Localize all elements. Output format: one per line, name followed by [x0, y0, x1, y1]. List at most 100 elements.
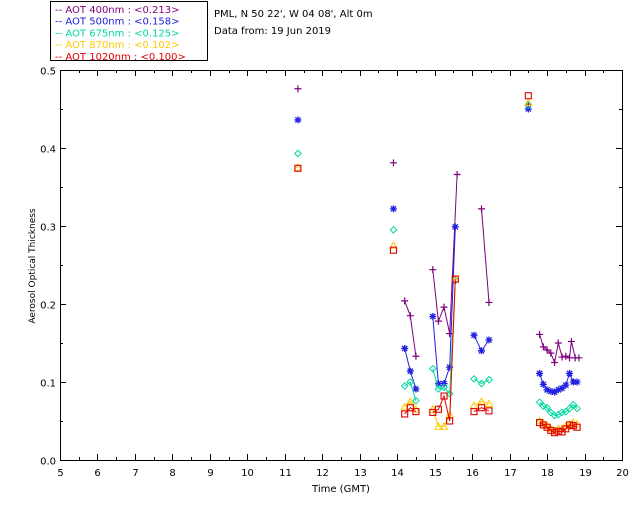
data-point [406, 378, 415, 386]
y-tick-label: 0.5 [40, 67, 56, 78]
data-point [401, 297, 409, 305]
data-point [440, 383, 448, 392]
legend: -- AOT 400nm : <0.213>-- AOT 500nm : <0.… [50, 1, 208, 63]
data-point [406, 312, 414, 320]
data-point [412, 408, 420, 416]
data-point [477, 404, 486, 412]
data-point [562, 381, 570, 389]
data-point [294, 164, 302, 172]
data-point [470, 331, 478, 339]
data-point [389, 205, 397, 213]
data-point [440, 303, 448, 311]
data-point [554, 339, 562, 347]
data-point [440, 392, 448, 400]
data-point [539, 343, 547, 351]
y-tick-label: 0.4 [40, 145, 56, 156]
data-point [389, 240, 398, 249]
data-point [451, 275, 459, 283]
data-point [400, 381, 409, 390]
data-point [389, 246, 398, 254]
series [294, 105, 581, 396]
data-point [429, 266, 437, 274]
x-tick-label: 13 [354, 468, 367, 479]
x-axis-label: Time (GMT) [311, 484, 370, 495]
data-point [536, 369, 544, 377]
data-point [294, 85, 302, 93]
data-point [575, 354, 583, 362]
data-point [401, 344, 409, 352]
data-point [551, 388, 559, 396]
data-point [550, 411, 559, 420]
data-point [470, 408, 478, 416]
data-point [434, 421, 443, 430]
series-line [404, 407, 417, 415]
data-point [543, 346, 551, 354]
plot-frame [60, 70, 623, 461]
data-point [485, 407, 493, 415]
legend-entry: -- AOT 870nm : <0.102> [55, 40, 180, 51]
x-tick-label: 12 [316, 468, 329, 479]
data-point [389, 159, 397, 167]
y-tick-label: 0.0 [40, 457, 56, 468]
data-point [558, 408, 566, 417]
data-point [478, 205, 485, 213]
legend-entry: -- AOT 500nm : <0.158> [55, 17, 180, 28]
data-point [477, 379, 486, 388]
x-tick-label: 15 [429, 468, 442, 479]
x-tick-label: 7 [132, 468, 138, 479]
data-point [434, 405, 442, 413]
data-point [573, 404, 581, 413]
series [294, 85, 583, 366]
data-point [551, 429, 559, 437]
data-point [485, 336, 493, 344]
data-point [566, 369, 574, 377]
date-info: Data from: 19 Jun 2019 [214, 26, 331, 37]
data-point [539, 380, 547, 388]
data-point [535, 416, 544, 425]
data-point [429, 312, 437, 320]
legend-entry: -- AOT 1020nm : <0.100> [55, 52, 186, 63]
data-point [562, 352, 570, 360]
data-point [543, 386, 551, 394]
data-point [389, 225, 398, 234]
data-point [573, 378, 581, 386]
data-point [539, 402, 548, 411]
series-line [404, 400, 417, 410]
data-point [439, 421, 449, 430]
legend-entry: -- AOT 675nm : <0.125> [55, 28, 180, 39]
data-point [428, 364, 437, 373]
x-tick-label: 19 [579, 468, 592, 479]
data-point [554, 386, 562, 394]
x-tick-label: 9 [207, 468, 213, 479]
data-point [565, 419, 574, 428]
data-point [569, 422, 577, 430]
data-point [451, 223, 459, 231]
data-point [401, 410, 409, 418]
data-point [524, 92, 532, 100]
series-line [473, 400, 490, 406]
data-point [478, 347, 485, 355]
data-point [485, 298, 493, 306]
data-point [485, 375, 493, 384]
data-point [412, 385, 420, 393]
data-point [547, 387, 555, 395]
station-info: PML, N 50 22', W 04 08', Alt 0m [214, 9, 373, 20]
x-tick-label: 14 [391, 468, 404, 479]
data-point [565, 404, 574, 413]
data-point [523, 98, 533, 107]
series-line [432, 278, 456, 422]
data-point [562, 425, 570, 433]
x-tick-label: 10 [241, 468, 254, 479]
data-point [535, 398, 544, 407]
series [294, 92, 581, 437]
data-point [446, 417, 454, 425]
data-point [551, 359, 559, 366]
data-point [569, 378, 577, 386]
data-point [434, 380, 442, 388]
x-tick-label: 6 [94, 468, 100, 479]
y-axis-label: Aerosol Optical Thickness [28, 208, 38, 324]
x-tick-label: 16 [466, 468, 479, 479]
data-point [293, 162, 303, 171]
